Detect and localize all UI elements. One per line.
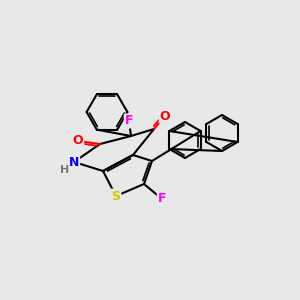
- Text: H: H: [60, 164, 69, 175]
- Text: F: F: [125, 115, 133, 128]
- Text: S: S: [112, 190, 121, 202]
- Text: O: O: [73, 134, 83, 148]
- Text: F: F: [158, 193, 166, 206]
- Text: N: N: [69, 155, 79, 169]
- Text: O: O: [160, 110, 170, 122]
